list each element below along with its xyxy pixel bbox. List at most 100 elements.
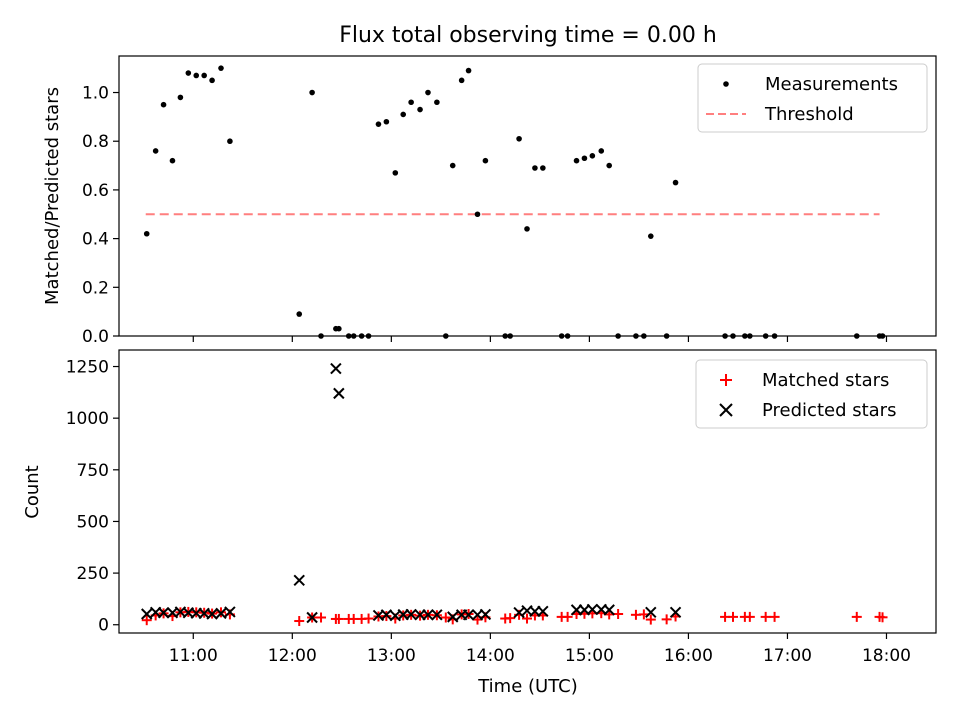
matched-star-point — [877, 612, 888, 623]
legend-measurements-marker — [723, 81, 729, 87]
matched-star-point — [562, 611, 573, 622]
matched-star-point — [613, 608, 624, 619]
top-legend-box — [697, 63, 928, 133]
top-plot-area — [143, 65, 886, 339]
measurement-point — [458, 77, 465, 84]
bottom-x-tick-label: 14:00 — [466, 646, 515, 666]
measurement-point — [177, 94, 184, 101]
bottom-x-tick-label: 18:00 — [862, 646, 911, 666]
top-y-tick-label: 0.0 — [82, 327, 109, 347]
predicted-star-point — [447, 611, 459, 623]
matched-star-point — [851, 611, 862, 622]
predicted-star-point — [157, 607, 170, 619]
predicted-star-point — [537, 605, 549, 618]
top-y-tick-label: 0.6 — [82, 181, 109, 201]
bottom-y-tick-label: 250 — [77, 564, 109, 584]
top-legend: Measurements Threshold — [697, 63, 928, 133]
measurement-point — [425, 89, 431, 96]
predicted-star-point — [293, 574, 305, 587]
measurement-point — [672, 179, 679, 186]
bottom-y-tick-label: 500 — [77, 512, 109, 532]
predicted-star-point — [224, 606, 236, 618]
top-x-ticks — [192, 336, 888, 342]
bottom-x-tick-label: 17:00 — [763, 646, 812, 666]
legend-matched-marker — [720, 374, 732, 386]
measurement-point — [152, 148, 159, 154]
chart-title: Flux total observing time = 0.00 h — [339, 23, 717, 48]
measurement-point — [227, 138, 233, 145]
top-y-ticks: 0.0 0.2 0.4 0.6 0.8 1.0 — [82, 84, 119, 347]
predicted-star-point — [462, 609, 475, 621]
matched-star-point — [440, 612, 451, 623]
predicted-star-point — [306, 611, 318, 624]
measurement-point — [417, 106, 423, 113]
measurement-point — [465, 67, 472, 74]
predicted-star-point — [586, 603, 599, 616]
predicted-star-point — [333, 387, 345, 400]
legend-measurements-label: Measurements — [765, 74, 898, 95]
legend-predicted-label: Predicted stars — [762, 400, 896, 421]
measurement-point — [474, 211, 481, 218]
measurement-point — [169, 157, 176, 164]
bottom-x-tick-label: 15:00 — [565, 646, 614, 666]
bottom-y-tick-label: 0 — [98, 616, 109, 636]
bottom-x-axis-label: Time (UTC) — [477, 676, 578, 697]
measurement-point — [581, 155, 588, 162]
bottom-x-tick-label: 13:00 — [367, 646, 416, 666]
bottom-x-tick-label: 11:00 — [169, 646, 218, 666]
measurement-point — [532, 165, 538, 171]
bottom-x-ticks: 11:00 12:00 13:00 14:00 15:00 16:00 17:00 18:00 — [169, 633, 911, 666]
measurement-point — [296, 311, 303, 317]
legend-threshold-label: Threshold — [764, 104, 854, 125]
bottom-chart: Count Time (UTC) 0 250 500 750 1000 1250 11:0… — [22, 349, 937, 697]
predicted-star-point — [215, 607, 227, 620]
bottom-plot-area — [141, 362, 888, 627]
measurement-point — [540, 165, 546, 171]
measurement-point — [606, 162, 612, 169]
predicted-star-point — [431, 609, 443, 621]
measurement-point — [336, 325, 342, 332]
measurement-point — [218, 65, 224, 71]
bottom-x-tick-label: 12:00 — [268, 646, 317, 666]
measurement-point — [309, 89, 315, 96]
matched-star-point — [760, 611, 771, 622]
top-y-tick-label: 0.2 — [82, 278, 109, 298]
legend-predicted-marker — [719, 403, 733, 417]
predicted-star-point — [603, 604, 615, 616]
measurement-point — [209, 77, 215, 84]
matched-star-point — [727, 611, 738, 622]
top-y-tick-label: 0.8 — [82, 132, 109, 152]
measurement-point — [434, 99, 440, 106]
matched-star-point — [645, 614, 656, 625]
measurement-point — [573, 157, 580, 164]
predicted-star-point — [479, 608, 492, 621]
measurement-point — [193, 72, 200, 79]
measurement-point — [185, 70, 192, 76]
matched-star-point — [661, 614, 672, 625]
bottom-y-tick-label: 750 — [77, 461, 109, 481]
top-y-tick-label: 0.4 — [82, 230, 109, 250]
measurement-point — [408, 99, 414, 106]
matched-star-point — [316, 612, 327, 623]
predicted-star-point — [330, 362, 342, 375]
bottom-y-axis-label: Count — [22, 465, 43, 518]
top-y-axis-label: Matched/Predicted stars — [42, 87, 63, 305]
measurement-point — [524, 226, 530, 232]
top-y-tick-label: 1.0 — [82, 84, 109, 104]
measurement-point — [375, 121, 382, 127]
matched-star-point — [522, 613, 533, 624]
bottom-axes-frame — [118, 349, 937, 634]
matched-star-point — [744, 611, 755, 622]
measurement-point — [383, 118, 390, 125]
measurement-point — [143, 230, 150, 237]
legend-matched-label: Matched stars — [762, 370, 889, 391]
predicted-star-point — [206, 608, 218, 620]
matched-star-point — [505, 613, 516, 624]
matched-star-point — [638, 609, 649, 620]
bottom-x-tick-label: 16:00 — [664, 646, 713, 666]
top-chart: Flux total observing time = 0.00 h Match… — [42, 23, 937, 347]
predicted-star-point — [422, 609, 434, 621]
predicted-star-point — [405, 608, 417, 621]
measurement-point — [160, 101, 167, 108]
matched-star-point — [294, 616, 305, 627]
